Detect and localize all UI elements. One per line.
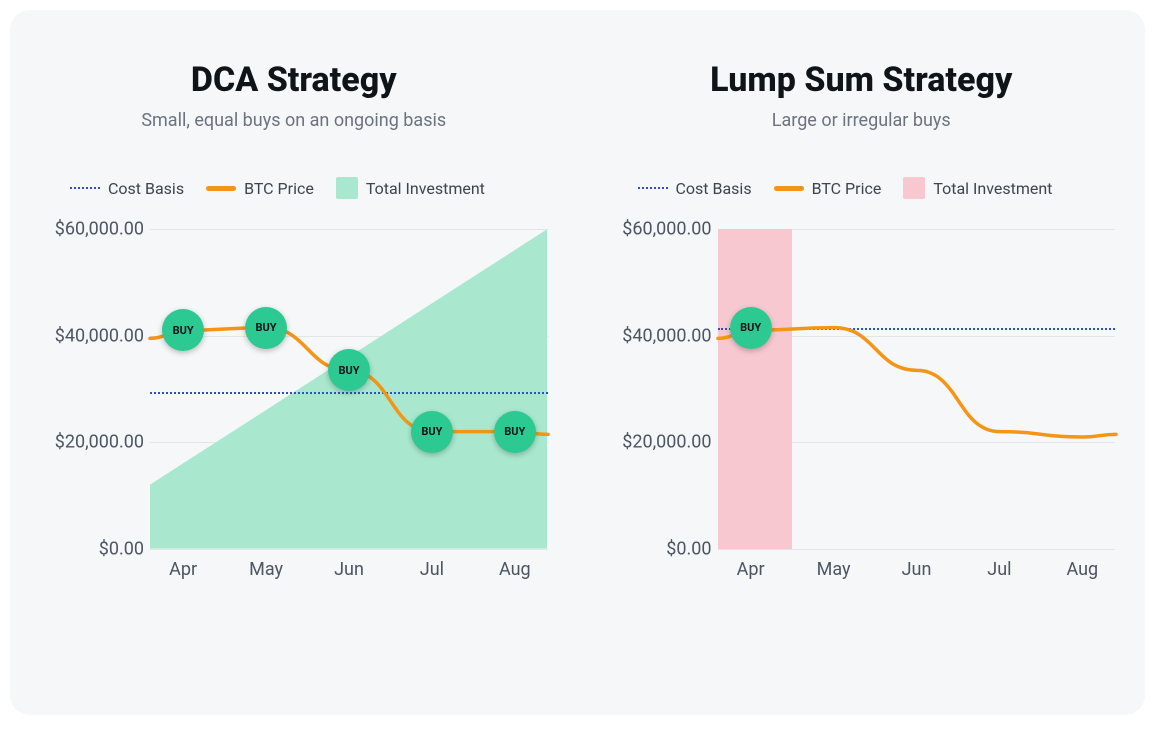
gridline bbox=[718, 549, 1116, 550]
y-axis-labels: $0.00$20,000.00$40,000.00$60,000.00 bbox=[40, 229, 150, 609]
y-tick-label: $0.00 bbox=[99, 539, 144, 560]
y-tick-label: $40,000.00 bbox=[55, 325, 144, 346]
x-tick-label: Jun bbox=[902, 559, 932, 580]
x-tick-label: Jul bbox=[987, 559, 1011, 580]
legend-label: Cost Basis bbox=[108, 179, 184, 198]
dca-legend: Cost Basis BTC Price Total Investment bbox=[40, 177, 548, 199]
y-tick-label: $0.00 bbox=[666, 539, 711, 560]
lump-subtitle: Large or irregular buys bbox=[772, 110, 951, 131]
legend-label: BTC Price bbox=[812, 179, 882, 198]
y-axis-labels: $0.00$20,000.00$40,000.00$60,000.00 bbox=[608, 229, 718, 609]
x-axis-labels: Apr May Jun Jul Aug bbox=[718, 559, 1116, 589]
x-tick-label: May bbox=[249, 559, 283, 580]
buy-marker: BUY bbox=[162, 309, 204, 351]
lump-legend: Cost Basis BTC Price Total Investment bbox=[608, 177, 1116, 199]
lump-chart: $0.00$20,000.00$40,000.00$60,000.00 BUY … bbox=[608, 229, 1116, 609]
dca-plot-area: BUY BUY BUY BUY BUY bbox=[150, 229, 548, 549]
dca-title: DCA Strategy bbox=[191, 60, 397, 100]
lump-plot-area: BUY bbox=[718, 229, 1116, 549]
legend-label: Cost Basis bbox=[676, 179, 752, 198]
y-tick-label: $40,000.00 bbox=[622, 325, 711, 346]
dashed-line-icon bbox=[638, 187, 668, 189]
legend-cost-basis: Cost Basis bbox=[70, 179, 184, 198]
gridline bbox=[150, 549, 548, 550]
y-tick-label: $20,000.00 bbox=[55, 432, 144, 453]
x-tick-label: Aug bbox=[499, 559, 531, 580]
legend-btc-price: BTC Price bbox=[206, 179, 314, 198]
x-tick-label: May bbox=[817, 559, 851, 580]
buy-marker: BUY bbox=[730, 307, 772, 349]
dashed-line-icon bbox=[70, 187, 100, 189]
lump-panel: Lump Sum Strategy Large or irregular buy… bbox=[608, 60, 1116, 685]
x-tick-label: Jul bbox=[420, 559, 444, 580]
x-tick-label: Apr bbox=[169, 559, 197, 580]
area-swatch-icon bbox=[903, 177, 925, 199]
buy-marker: BUY bbox=[245, 307, 287, 349]
comparison-card: DCA Strategy Small, equal buys on an ong… bbox=[10, 10, 1145, 715]
legend-total-investment: Total Investment bbox=[336, 177, 485, 199]
buy-marker: BUY bbox=[411, 411, 453, 453]
buy-marker: BUY bbox=[328, 349, 370, 391]
x-axis-labels: Apr May Jun Jul Aug bbox=[150, 559, 548, 589]
line-swatch-icon bbox=[206, 186, 236, 191]
lump-title: Lump Sum Strategy bbox=[710, 60, 1012, 100]
legend-label: BTC Price bbox=[244, 179, 314, 198]
y-tick-label: $60,000.00 bbox=[622, 219, 711, 240]
x-tick-label: Jun bbox=[334, 559, 364, 580]
area-swatch-icon bbox=[336, 177, 358, 199]
y-tick-label: $60,000.00 bbox=[55, 219, 144, 240]
legend-label: Total Investment bbox=[366, 179, 485, 198]
btc-price-line bbox=[718, 229, 1116, 549]
legend-cost-basis: Cost Basis bbox=[638, 179, 752, 198]
dca-panel: DCA Strategy Small, equal buys on an ong… bbox=[40, 60, 548, 685]
legend-label: Total Investment bbox=[933, 179, 1052, 198]
legend-total-investment: Total Investment bbox=[903, 177, 1052, 199]
y-tick-label: $20,000.00 bbox=[622, 432, 711, 453]
x-tick-label: Aug bbox=[1066, 559, 1098, 580]
dca-subtitle: Small, equal buys on an ongoing basis bbox=[141, 110, 446, 131]
x-tick-label: Apr bbox=[737, 559, 765, 580]
legend-btc-price: BTC Price bbox=[774, 179, 882, 198]
buy-marker: BUY bbox=[494, 411, 536, 453]
line-swatch-icon bbox=[774, 186, 804, 191]
dca-chart: $0.00$20,000.00$40,000.00$60,000.00 BUYB… bbox=[40, 229, 548, 609]
